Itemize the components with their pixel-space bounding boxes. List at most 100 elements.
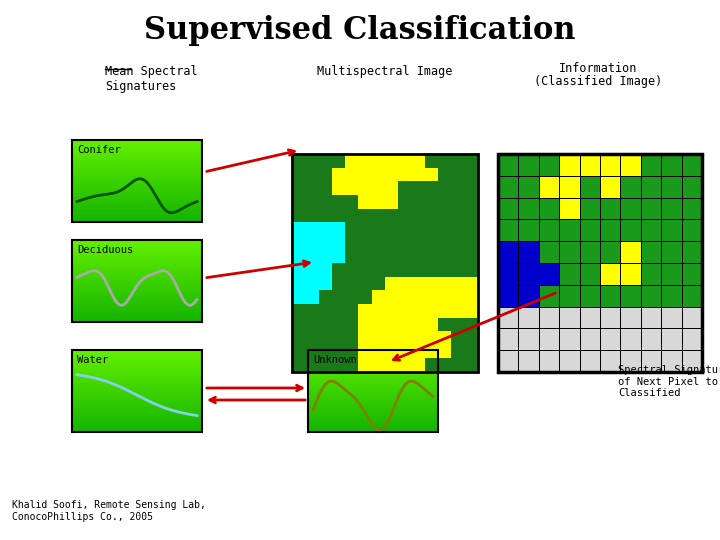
- Bar: [332, 208, 345, 222]
- Bar: [580, 219, 600, 241]
- Text: Multispectral Image: Multispectral Image: [318, 65, 453, 78]
- Bar: [621, 241, 641, 263]
- Bar: [308, 426, 438, 428]
- Bar: [72, 264, 202, 266]
- Bar: [72, 198, 202, 200]
- Bar: [539, 285, 559, 307]
- Bar: [72, 141, 202, 143]
- Bar: [385, 249, 398, 263]
- Bar: [332, 263, 345, 276]
- Bar: [621, 263, 641, 285]
- Bar: [464, 331, 478, 345]
- Bar: [332, 167, 345, 181]
- Bar: [72, 399, 202, 401]
- Bar: [580, 307, 600, 328]
- Bar: [305, 359, 318, 372]
- Bar: [498, 285, 518, 307]
- Bar: [498, 328, 518, 350]
- Bar: [72, 312, 202, 314]
- Bar: [72, 406, 202, 407]
- Bar: [661, 198, 682, 219]
- Bar: [464, 318, 478, 331]
- Bar: [385, 222, 398, 236]
- Bar: [308, 362, 438, 363]
- Bar: [425, 304, 438, 318]
- Bar: [345, 359, 359, 372]
- Bar: [332, 331, 345, 345]
- Bar: [72, 382, 202, 384]
- Text: Supervised Classification: Supervised Classification: [144, 15, 576, 46]
- Bar: [72, 145, 202, 147]
- Bar: [308, 395, 438, 396]
- Bar: [412, 318, 425, 331]
- Bar: [385, 331, 398, 345]
- Bar: [559, 198, 580, 219]
- Text: Conifer: Conifer: [77, 145, 121, 155]
- Bar: [72, 303, 202, 306]
- Bar: [72, 294, 202, 296]
- Bar: [292, 345, 305, 359]
- Bar: [451, 331, 464, 345]
- Bar: [332, 236, 345, 249]
- Bar: [359, 222, 372, 236]
- Bar: [412, 263, 425, 276]
- Bar: [559, 307, 580, 328]
- Bar: [438, 154, 451, 167]
- Bar: [359, 291, 372, 304]
- Bar: [359, 181, 372, 195]
- Bar: [72, 354, 202, 355]
- Bar: [464, 263, 478, 276]
- Bar: [318, 154, 332, 167]
- Bar: [385, 263, 398, 276]
- Bar: [72, 268, 202, 270]
- Bar: [600, 307, 621, 328]
- Bar: [305, 276, 318, 291]
- Bar: [345, 195, 359, 208]
- Bar: [682, 176, 702, 198]
- Bar: [72, 167, 202, 168]
- Bar: [308, 367, 438, 369]
- Bar: [438, 236, 451, 249]
- Bar: [292, 304, 305, 318]
- Bar: [72, 378, 202, 380]
- Bar: [641, 241, 661, 263]
- Bar: [412, 249, 425, 263]
- Bar: [308, 422, 438, 424]
- Bar: [308, 355, 438, 357]
- Bar: [345, 318, 359, 331]
- Bar: [359, 345, 372, 359]
- Bar: [72, 389, 202, 391]
- Bar: [72, 174, 202, 176]
- Bar: [425, 318, 438, 331]
- Bar: [318, 181, 332, 195]
- Bar: [72, 397, 202, 399]
- Bar: [305, 208, 318, 222]
- Bar: [72, 190, 202, 192]
- Bar: [72, 293, 202, 295]
- Bar: [345, 236, 359, 249]
- Bar: [438, 291, 451, 304]
- Bar: [72, 289, 202, 291]
- Bar: [559, 241, 580, 263]
- Bar: [72, 408, 202, 410]
- Bar: [464, 195, 478, 208]
- Bar: [451, 318, 464, 331]
- Bar: [359, 249, 372, 263]
- Bar: [72, 197, 202, 199]
- Bar: [559, 219, 580, 241]
- Bar: [305, 222, 318, 236]
- Bar: [72, 362, 202, 363]
- Bar: [641, 307, 661, 328]
- Bar: [72, 195, 202, 198]
- Bar: [308, 382, 438, 384]
- Bar: [600, 241, 621, 263]
- Bar: [398, 154, 412, 167]
- Bar: [72, 372, 202, 373]
- Bar: [372, 263, 385, 276]
- Bar: [72, 403, 202, 404]
- Bar: [72, 300, 202, 301]
- Bar: [72, 151, 202, 152]
- Bar: [641, 198, 661, 219]
- Bar: [385, 318, 398, 331]
- Bar: [539, 176, 559, 198]
